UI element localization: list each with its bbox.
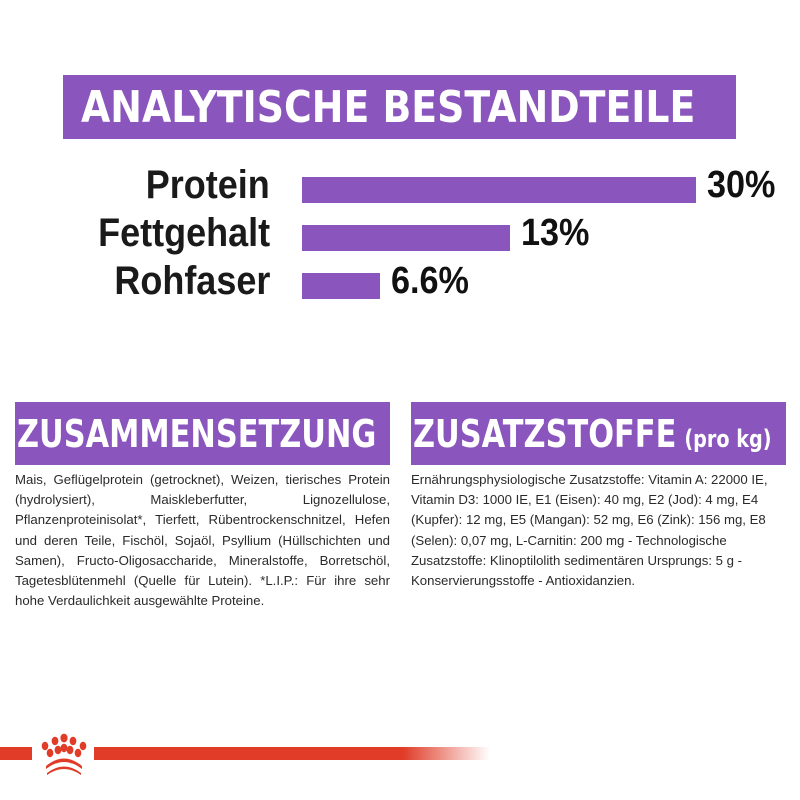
nutrient-label: Protein bbox=[145, 163, 270, 207]
composition-header: ZUSAMMENSETZUNG bbox=[15, 402, 390, 465]
nutrient-bar bbox=[302, 225, 510, 251]
additives-title: ZUSATZSTOFFE bbox=[413, 411, 677, 456]
nutrient-value: 6.6% bbox=[391, 260, 469, 302]
composition-title: ZUSAMMENSETZUNG bbox=[17, 411, 377, 456]
page-title: ANALYTISCHE BESTANDTEILE bbox=[81, 81, 696, 133]
title-banner: ANALYTISCHE BESTANDTEILE bbox=[63, 75, 736, 139]
composition-text: Mais, Geflügelprotein (getrocknet), Weiz… bbox=[15, 472, 390, 609]
nutrient-bar bbox=[302, 177, 696, 203]
nutrient-value: 13% bbox=[521, 212, 590, 254]
footer-stripe bbox=[0, 747, 800, 761]
nutrient-row-protein: Protein 30% bbox=[0, 165, 800, 205]
crown-logo-icon bbox=[41, 733, 87, 775]
additives-title-wrap: ZUSATZSTOFFE (pro kg) bbox=[413, 412, 772, 456]
additives-panel: ZUSATZSTOFFE (pro kg) Ernährungsphysiolog… bbox=[411, 402, 786, 591]
footer-line-left bbox=[0, 747, 32, 760]
nutrient-row-rohfaser: Rohfaser 6.6% bbox=[0, 261, 800, 301]
nutrient-bar bbox=[302, 273, 380, 299]
additives-text: Ernährungsphysiologische Zusatzstoffe: V… bbox=[411, 472, 768, 589]
nutrient-row-fettgehalt: Fettgehalt 13% bbox=[0, 213, 800, 253]
nutrient-value: 30% bbox=[707, 164, 776, 206]
additives-subtitle: (pro kg) bbox=[684, 424, 772, 453]
composition-panel: ZUSAMMENSETZUNG Mais, Geflügelprotein (g… bbox=[15, 402, 390, 611]
footer-line-right bbox=[94, 747, 490, 760]
additives-header: ZUSATZSTOFFE (pro kg) bbox=[411, 402, 786, 465]
nutrient-label: Rohfaser bbox=[113, 259, 270, 303]
nutrient-label: Fettgehalt bbox=[97, 211, 270, 255]
